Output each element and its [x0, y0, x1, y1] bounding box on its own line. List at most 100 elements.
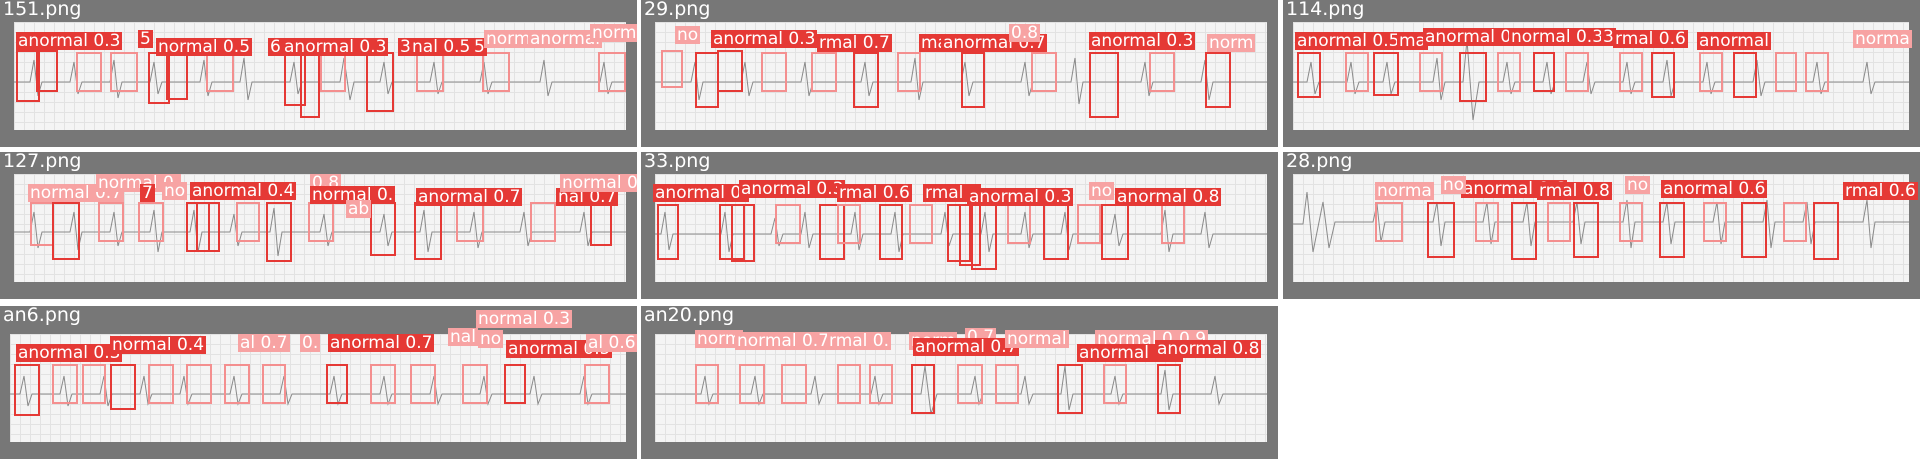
- detection-label: normal 0.5: [156, 37, 253, 57]
- normal-detection-box: [482, 52, 510, 92]
- detection-label: anormal 0.: [653, 183, 749, 203]
- normal-detection-box: [138, 202, 164, 242]
- normal-detection-box: [76, 52, 102, 92]
- detection-label: anormal: [528, 29, 602, 49]
- normal-detection-box: [82, 364, 106, 404]
- abnormal-detection-box: [911, 364, 935, 414]
- normal-detection-box: [1783, 202, 1807, 242]
- abnormal-detection-box: [731, 204, 755, 262]
- abnormal-detection-box: [853, 52, 879, 108]
- detection-label: 0.: [300, 333, 321, 353]
- abnormal-detection-box: [590, 202, 612, 246]
- abnormal-detection-box: [717, 50, 743, 92]
- normal-detection-box: [1699, 52, 1723, 92]
- detection-label: ma: [1397, 31, 1428, 51]
- normal-detection-box: [1375, 202, 1403, 242]
- normal-detection-box: [320, 52, 346, 92]
- detection-label: rmal a: [923, 183, 982, 203]
- normal-detection-box: [98, 202, 124, 242]
- detection-label: normal 0.: [96, 173, 182, 193]
- normal-detection-box: [1775, 52, 1797, 92]
- abnormal-detection-box: [36, 50, 58, 92]
- detection-label: anormal 0.7: [328, 333, 435, 353]
- detection-label: al 0.6: [586, 333, 637, 353]
- normal-detection-box: [811, 52, 837, 92]
- ecg-trace: [10, 375, 626, 407]
- normal-detection-box: [1345, 52, 1369, 92]
- normal-detection-box: [1475, 202, 1499, 242]
- normal-detection-box: [308, 202, 334, 242]
- normal-detection-box: [206, 52, 234, 92]
- detection-label: anormal 0.8: [1115, 187, 1222, 207]
- normal-detection-box: [837, 364, 861, 404]
- abnormal-detection-box: [1157, 364, 1181, 414]
- ecg-trace: [14, 207, 626, 257]
- detection-label: normal 0.8: [560, 174, 637, 192]
- normal-detection-box: [110, 52, 138, 92]
- detection-label: norma: [590, 24, 637, 42]
- abnormal-detection-box: [166, 52, 188, 100]
- detection-label: rmal 0.6: [1613, 29, 1688, 49]
- abnormal-detection-box: [1459, 52, 1487, 102]
- detection-label: anormal 0.3: [967, 187, 1074, 207]
- abnormal-detection-box: [504, 364, 526, 404]
- detection-label: al 0.7: [238, 333, 290, 353]
- normal-detection-box: [837, 204, 861, 244]
- abnormal-detection-box: [1659, 202, 1685, 258]
- normal-detection-box: [909, 204, 933, 244]
- normal-detection-box: [598, 52, 626, 92]
- image-tile-an20: norm normal 0.7 rmal 0. norm 0.7 anormal…: [641, 306, 1278, 459]
- normal-detection-box: [462, 364, 488, 404]
- detection-label: no: [162, 181, 188, 201]
- normal-detection-box: [52, 364, 78, 404]
- normal-detection-box: [869, 364, 893, 404]
- abnormal-detection-box: [1057, 364, 1083, 414]
- abnormal-detection-box: [1205, 52, 1231, 108]
- normal-detection-box: [1619, 52, 1643, 92]
- normal-detection-box: [224, 364, 250, 404]
- ecg-trace: [655, 57, 1267, 105]
- abnormal-detection-box: [196, 202, 220, 252]
- abnormal-detection-box: [110, 364, 136, 410]
- detection-label: anormal 0.8: [1155, 339, 1262, 359]
- detection-label: norm: [695, 329, 744, 349]
- detection-label: 3: [398, 37, 413, 57]
- normal-detection-box: [775, 204, 801, 244]
- detection-label: anormal 0.3: [739, 179, 846, 199]
- image-tile-an6: normal 0.3 anormal 0.3 normal 0.4 al 0.7…: [0, 306, 637, 459]
- abnormal-detection-box: [1573, 202, 1599, 258]
- abnormal-detection-box: [1101, 204, 1129, 260]
- normal-detection-box: [530, 202, 556, 242]
- normal-detection-box: [1805, 52, 1829, 92]
- normal-detection-box: [410, 364, 436, 404]
- detection-label: no: [1441, 175, 1467, 195]
- abnormal-detection-box: [16, 50, 40, 102]
- detection-label: normal 0.: [310, 185, 396, 205]
- normal-detection-box: [416, 52, 444, 92]
- image-filename: 127.png: [3, 152, 82, 172]
- detection-label: no: [675, 25, 701, 45]
- normal-detection-box: [957, 364, 983, 404]
- detection-label: anormal 0.5: [1295, 31, 1402, 51]
- image-filename: 151.png: [3, 0, 82, 20]
- abnormal-detection-box: [1813, 202, 1839, 260]
- normal-detection-box: [456, 202, 484, 242]
- abnormal-detection-box: [1733, 52, 1757, 98]
- normal-detection-box: [1547, 202, 1571, 242]
- normal-detection-box: [1161, 204, 1185, 244]
- detection-label: anormal 0.3: [16, 343, 123, 363]
- detection-label: 5: [138, 29, 153, 49]
- abnormal-detection-box: [414, 202, 442, 260]
- detection-label: 3: [1601, 27, 1616, 47]
- normal-detection-box: [1565, 52, 1589, 92]
- abnormal-detection-box: [1089, 52, 1119, 118]
- detection-label: rmal 0.8: [1537, 181, 1612, 201]
- abnormal-detection-box: [1373, 52, 1399, 96]
- normal-detection-box: [897, 52, 921, 92]
- normal-detection-box: [695, 364, 719, 404]
- image-filename: 28.png: [1286, 152, 1353, 172]
- abnormal-detection-box: [1511, 202, 1537, 260]
- detection-label: nal 0.5: [410, 37, 473, 57]
- image-tile-114: anormal 0.5 ma anormal 0 normal 0.3 3 rm…: [1283, 0, 1920, 147]
- normal-detection-box: [1031, 52, 1057, 92]
